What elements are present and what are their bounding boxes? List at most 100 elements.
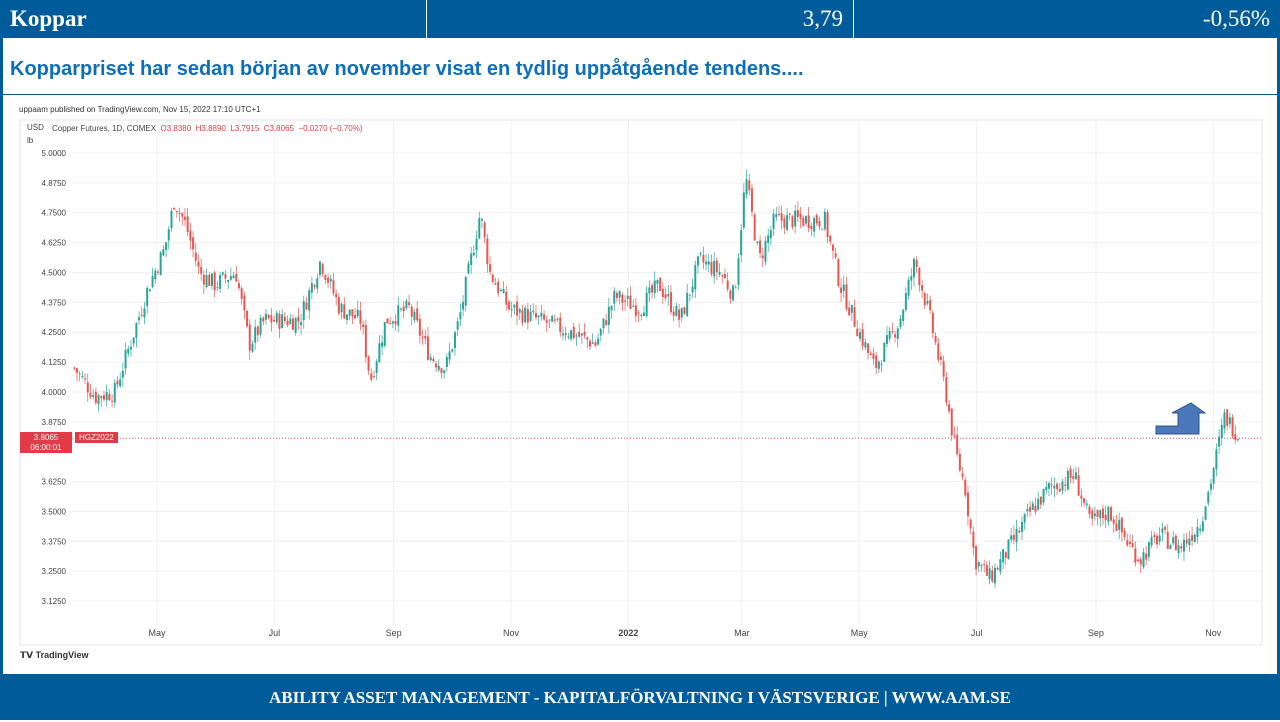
candle	[710, 254, 713, 277]
candle	[867, 342, 870, 360]
instrument-name: Koppar	[0, 0, 427, 38]
candle	[92, 388, 95, 400]
candle-body	[424, 335, 427, 339]
candle	[246, 310, 249, 329]
x-tick-label: Nov	[503, 628, 520, 638]
content-frame	[0, 38, 1280, 674]
candle-body	[696, 256, 699, 266]
candle-body	[545, 320, 548, 324]
candle	[580, 332, 583, 344]
candle-body	[1236, 439, 1239, 441]
candle	[181, 212, 184, 226]
open-value: O3.8380	[160, 124, 192, 133]
candle	[702, 246, 705, 270]
candle	[194, 243, 197, 267]
footer: ABILITY ASSET MANAGEMENT - KAPITALFÖRVAL…	[0, 674, 1280, 720]
candle	[594, 339, 597, 348]
candle-body	[102, 395, 105, 400]
candle-body	[707, 261, 710, 265]
candle	[610, 305, 613, 319]
candle	[1236, 438, 1239, 442]
candle	[626, 288, 629, 307]
candle	[124, 342, 127, 375]
candle-body	[1061, 481, 1064, 491]
candle	[815, 213, 818, 227]
candle	[429, 353, 432, 362]
candle-body	[840, 287, 843, 293]
candle	[410, 303, 413, 326]
candle-body	[1047, 483, 1050, 489]
candle	[904, 287, 907, 313]
candle-body	[543, 314, 546, 320]
candle	[567, 332, 570, 340]
candle	[602, 318, 605, 334]
candle-body	[713, 260, 716, 277]
candle	[910, 268, 913, 291]
candle	[829, 234, 832, 245]
candle	[289, 313, 292, 325]
candle-body	[329, 278, 332, 282]
candle-body	[934, 335, 937, 343]
candle	[931, 310, 934, 339]
candle-body	[1004, 552, 1007, 558]
candle-body	[1039, 496, 1042, 505]
candle-body	[321, 264, 324, 274]
candle	[1193, 533, 1196, 543]
candle-body	[105, 391, 108, 401]
candle	[529, 304, 532, 323]
candle-body	[483, 222, 486, 238]
x-tick-label: Sep	[386, 628, 402, 638]
candle	[1088, 504, 1091, 519]
candle	[108, 389, 111, 402]
candle-body	[186, 216, 189, 232]
candle	[545, 315, 548, 333]
candle-body	[348, 309, 351, 316]
candle-body	[1029, 507, 1032, 512]
candle-body	[370, 373, 373, 380]
candle-body	[621, 294, 624, 303]
candle-body	[156, 271, 159, 273]
y-tick-label: 3.1250	[42, 597, 67, 606]
candle	[926, 293, 929, 306]
candle-body	[1142, 552, 1145, 568]
candle	[97, 393, 100, 412]
candle	[75, 367, 78, 382]
candle	[310, 276, 313, 300]
candle-body	[937, 343, 940, 360]
candle	[264, 308, 267, 325]
candle-body	[429, 357, 432, 361]
candle-body	[588, 340, 591, 347]
candle	[313, 283, 316, 290]
candle	[1158, 527, 1161, 546]
candle	[286, 315, 289, 328]
candle	[456, 317, 459, 336]
candle	[645, 286, 648, 318]
candle-body	[875, 355, 878, 368]
candle	[1101, 504, 1104, 526]
candle-body	[756, 241, 759, 244]
candle-body	[561, 333, 564, 336]
candle-body	[167, 229, 170, 241]
y-tick-label: 3.5000	[42, 507, 67, 516]
candle	[972, 526, 975, 556]
candle	[143, 301, 146, 325]
candle-body	[939, 356, 942, 360]
candle-body	[837, 259, 840, 286]
candle-body	[745, 179, 748, 195]
candle-body	[1058, 488, 1061, 492]
candle	[864, 338, 867, 351]
candle	[140, 306, 143, 318]
candle	[799, 206, 802, 229]
candle	[732, 284, 735, 302]
candle	[424, 329, 427, 345]
candle	[335, 289, 338, 306]
candle-body	[613, 290, 616, 304]
candle-body	[1050, 484, 1053, 486]
candle	[227, 279, 230, 290]
candle	[329, 275, 332, 289]
candle	[875, 352, 878, 375]
candle-body	[402, 306, 405, 312]
candle-body	[1112, 519, 1115, 524]
candle	[842, 275, 845, 298]
candle-body	[216, 286, 219, 288]
